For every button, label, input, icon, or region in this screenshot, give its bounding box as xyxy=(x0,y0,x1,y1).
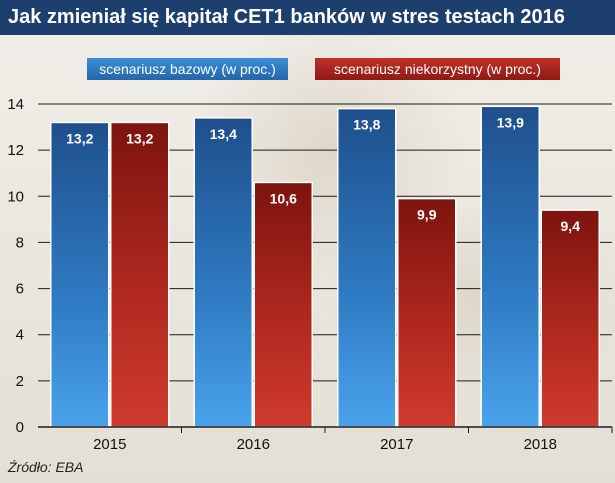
y-tick-label: 6 xyxy=(16,281,24,298)
bar-label-adverse: 9,4 xyxy=(561,218,581,234)
y-tick-label: 12 xyxy=(7,142,24,159)
y-tick-label: 8 xyxy=(16,234,24,251)
x-tick-label: 2016 xyxy=(237,436,270,453)
bar-label-adverse: 13,2 xyxy=(126,130,153,146)
bar-base xyxy=(50,121,110,428)
bar-label-base: 13,9 xyxy=(497,114,524,130)
x-tick-label: 2018 xyxy=(524,436,557,453)
legend-base-scenario: scenariusz bazowy (w proc.) xyxy=(87,58,288,80)
source-note: Źródło: EBA xyxy=(8,459,84,475)
bars: 13,2 13,2 13,4 10,6 13,8 9,9 13,9 9,4 xyxy=(50,105,600,428)
bar-adverse xyxy=(253,181,313,428)
y-tick-label: 4 xyxy=(16,327,24,344)
bar-adverse xyxy=(110,121,170,428)
x-tick-label: 2017 xyxy=(380,436,413,453)
legend-adverse-scenario: scenariusz niekorzystny (w proc.) xyxy=(315,58,560,80)
bar-adverse xyxy=(397,197,457,428)
bar-label-adverse: 10,6 xyxy=(270,190,297,206)
axes: 0 2 4 6 8 10 12 14 2015 2016 2017 2018 xyxy=(7,96,613,453)
bar-label-base: 13,4 xyxy=(210,126,237,142)
y-tick-label: 2 xyxy=(16,373,24,390)
chart-title: Jak zmieniał się kapitał CET1 banków w s… xyxy=(8,6,565,28)
bar-adverse xyxy=(540,209,600,428)
bar-label-base: 13,2 xyxy=(66,130,93,146)
title-bar: Jak zmieniał się kapitał CET1 banków w s… xyxy=(0,0,615,35)
bar-base xyxy=(337,107,397,428)
bar-label-base: 13,8 xyxy=(353,117,380,133)
bar-base xyxy=(193,117,253,428)
y-tick-label: 10 xyxy=(7,188,24,205)
bar-label-adverse: 9,9 xyxy=(417,207,437,223)
y-tick-label: 14 xyxy=(7,96,24,113)
y-tick-label: 0 xyxy=(16,419,24,436)
x-tick-label: 2015 xyxy=(93,436,126,453)
bar-base xyxy=(480,105,540,428)
